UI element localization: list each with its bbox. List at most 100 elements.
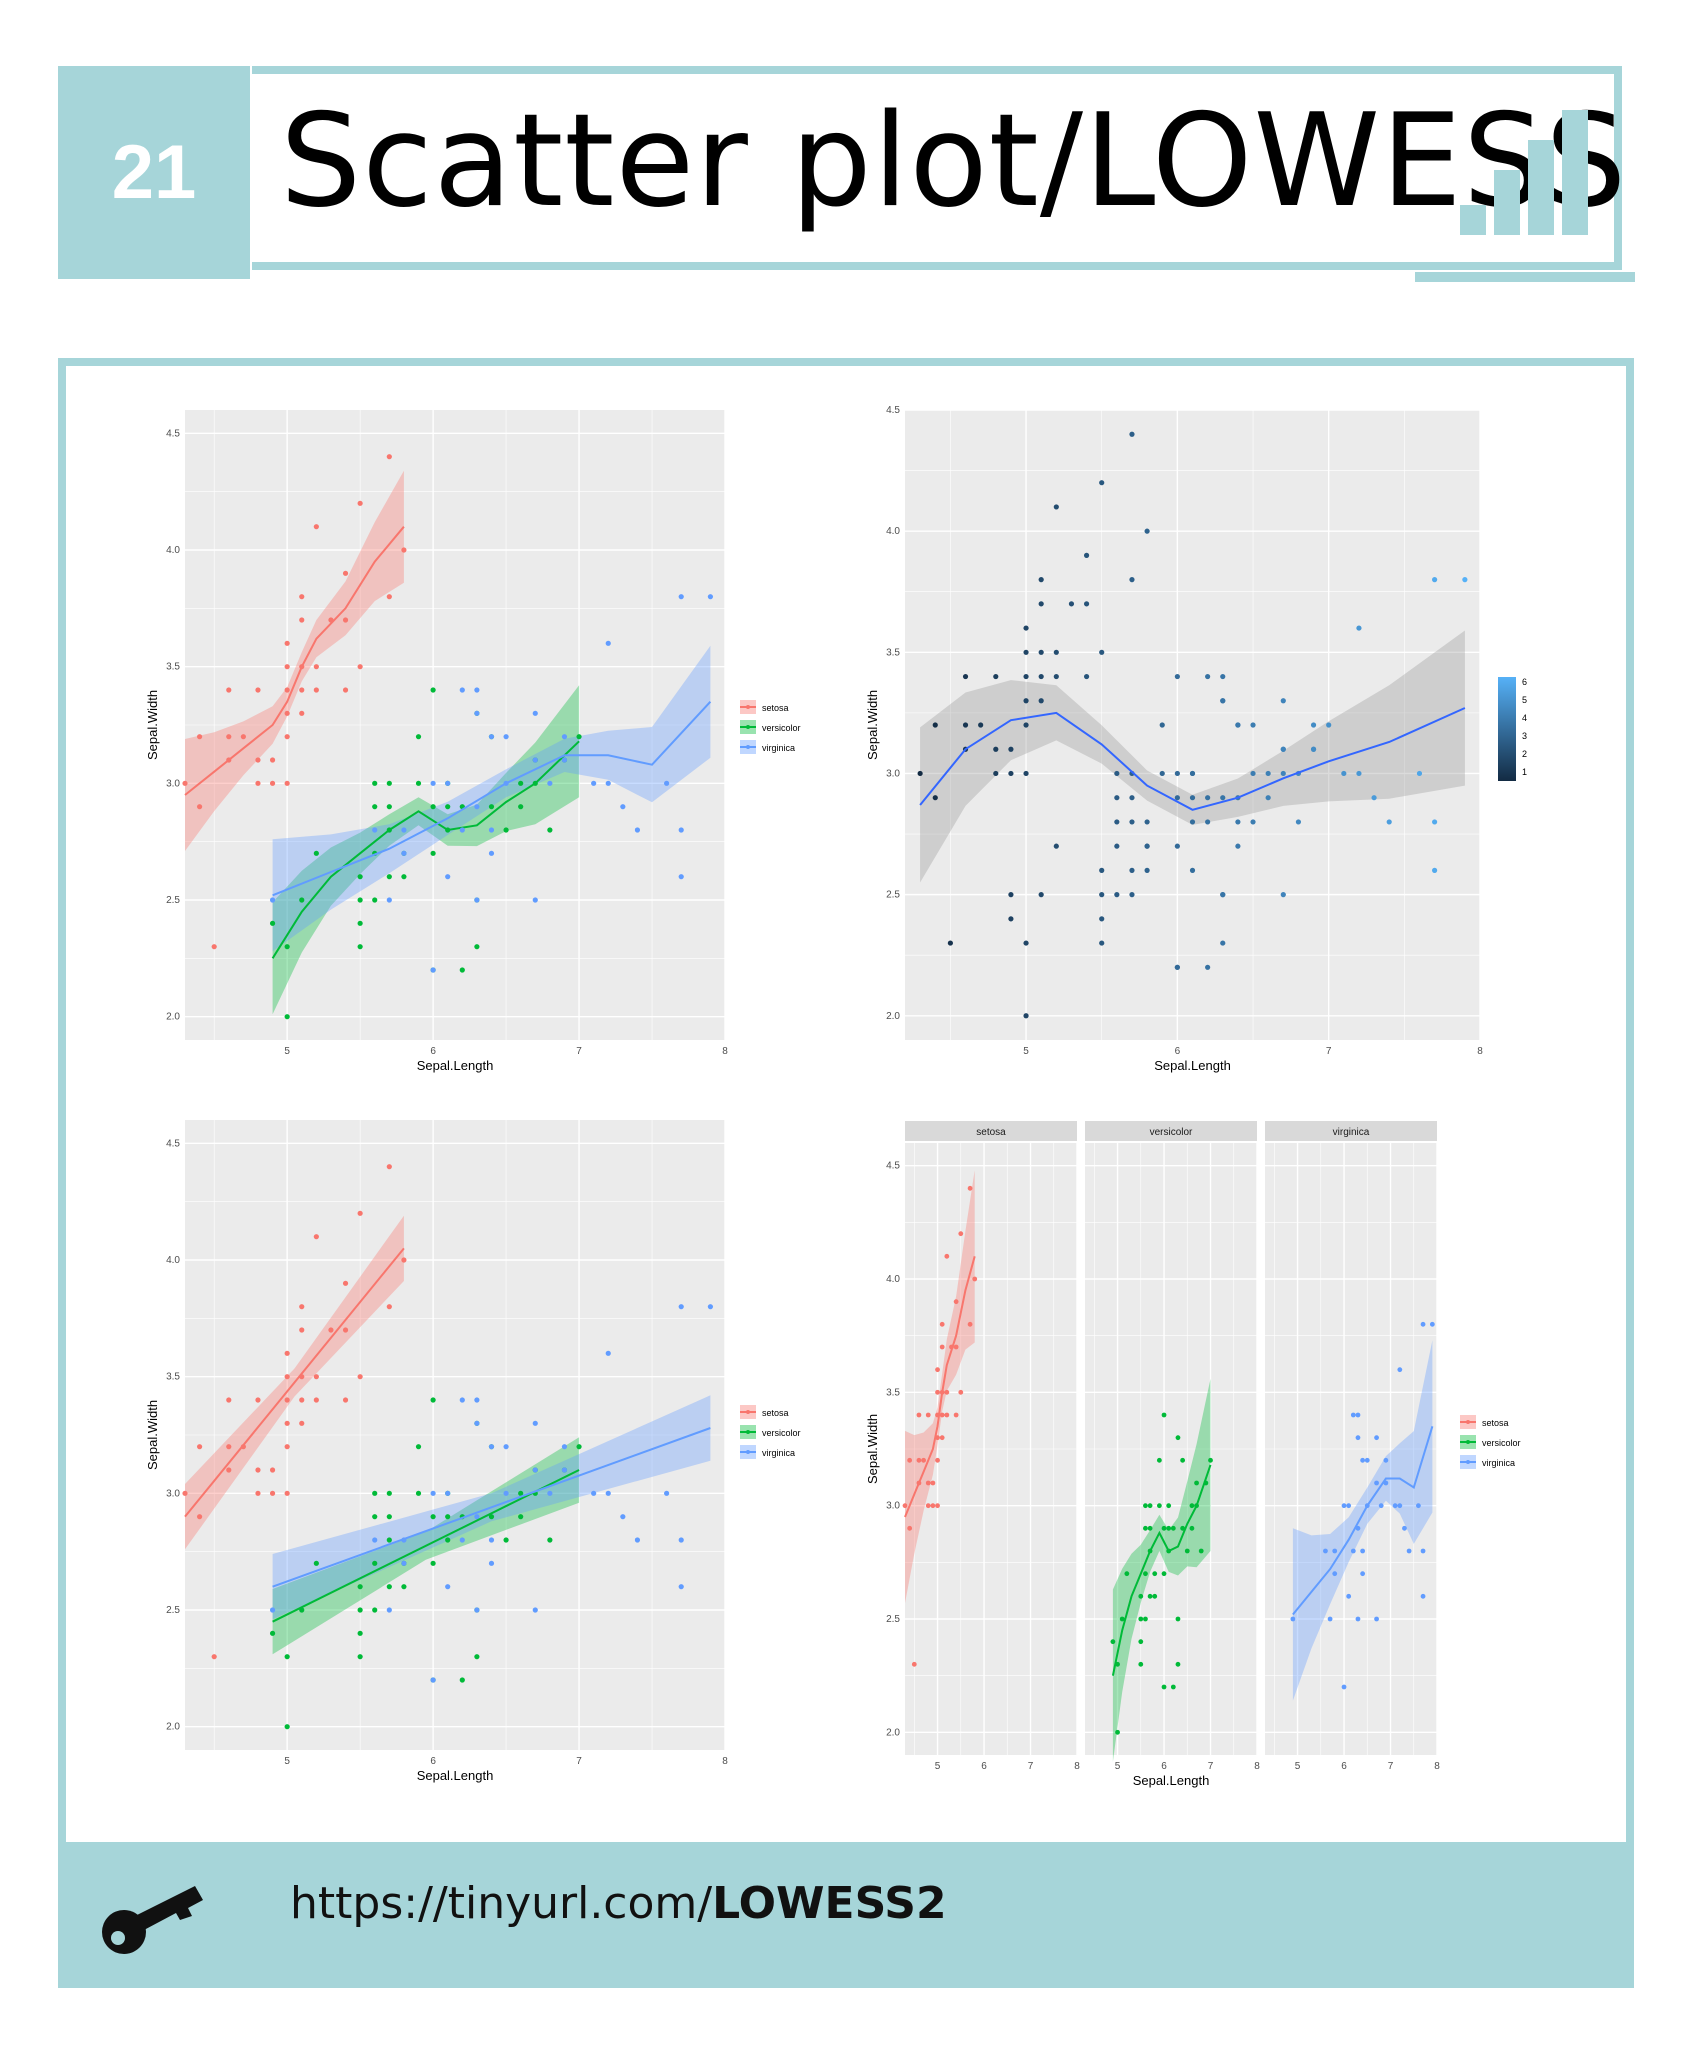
data-point-versicolor [357, 874, 363, 880]
data-point-versicolor [269, 920, 276, 926]
colorbar-tick-label: 3 [1522, 731, 1527, 741]
facet-strip-virginica [1265, 1121, 1437, 1141]
data-point-setosa [401, 547, 407, 553]
x-tick-label: 6 [430, 1756, 436, 1767]
data-point-virginica [474, 1397, 480, 1403]
plot-background [905, 410, 1480, 1040]
data-point-virginica [561, 1444, 568, 1450]
smooth-line-virginica [1292, 1426, 1434, 1616]
data-point-virginica [707, 594, 714, 600]
data-point-virginica [1332, 1571, 1338, 1577]
data-point-virginica [532, 1420, 538, 1426]
y-tick-label: 2.0 [886, 1727, 900, 1738]
data-point-versicolor [372, 1514, 378, 1520]
data-point-setosa [907, 1525, 913, 1531]
data-point-virginica [1374, 1616, 1379, 1622]
data-point [1265, 770, 1271, 777]
data-point-setosa [935, 1389, 940, 1395]
y-tick-label: 2.5 [166, 1605, 180, 1616]
data-point [1023, 770, 1029, 777]
data-point [1356, 770, 1362, 777]
confidence-band-virginica [1292, 1340, 1433, 1701]
data-point-virginica [1374, 1480, 1379, 1486]
footer-link[interactable]: https://tinyurl.com/LOWESS2 [290, 1878, 947, 1929]
data-point-setosa [299, 1397, 305, 1403]
data-point-virginica [1383, 1457, 1389, 1463]
data-point-setosa [299, 617, 305, 623]
data-point-virginica [1420, 1548, 1426, 1554]
data-point [1038, 892, 1044, 898]
data-point-versicolor [1143, 1503, 1148, 1509]
data-point-virginica [532, 1467, 538, 1473]
data-point [1265, 795, 1271, 801]
data-point-virginica [1355, 1525, 1361, 1531]
smooth-line-setosa [184, 526, 405, 796]
y-tick-label: 3.5 [886, 1387, 900, 1398]
legend-label-setosa: setosa [762, 1408, 789, 1418]
data-point-setosa [284, 1374, 290, 1380]
data-point [1220, 698, 1226, 704]
legend-label-setosa: setosa [762, 703, 789, 713]
data-point-versicolor [284, 1014, 290, 1020]
data-point-versicolor [386, 1584, 392, 1590]
data-point-virginica [634, 827, 641, 833]
y-tick-label: 2.5 [886, 890, 900, 901]
data-point-versicolor [386, 1537, 392, 1543]
data-point-setosa [357, 664, 363, 670]
y-tick-label: 3.0 [886, 1501, 900, 1512]
data-point-virginica [445, 1490, 451, 1496]
fit-line-setosa [184, 1247, 405, 1518]
data-point-setosa [313, 664, 319, 670]
data-point-virginica [401, 850, 407, 856]
data-point-virginica [532, 897, 538, 903]
data-point [1295, 819, 1302, 825]
y-tick-label: 2.5 [886, 1614, 900, 1625]
data-point-virginica [1429, 1321, 1435, 1327]
data-point [1310, 722, 1317, 728]
confidence-band-versicolor [1112, 1378, 1211, 1762]
data-point-setosa [284, 780, 290, 786]
data-point-setosa [196, 804, 203, 810]
data-point-virginica [386, 1607, 392, 1613]
data-point-versicolor [474, 1654, 480, 1660]
data-point-virginica [372, 1537, 378, 1543]
x-axis-label: Sepal.Length [417, 1768, 494, 1783]
data-point-setosa [255, 1397, 261, 1403]
data-point-versicolor [1161, 1571, 1167, 1577]
title-underline [1415, 272, 1635, 282]
data-point [1189, 795, 1196, 801]
data-point-versicolor [1110, 1639, 1116, 1645]
data-point-setosa [226, 1444, 232, 1450]
smooth-line-versicolor [271, 740, 580, 959]
data-point-virginica [401, 827, 407, 833]
data-point-virginica [1392, 1503, 1398, 1509]
data-point-versicolor [1138, 1639, 1144, 1645]
y-tick-label: 4.5 [166, 428, 180, 439]
data-point [1023, 698, 1029, 704]
x-tick-label: 7 [576, 1756, 582, 1767]
data-point [1280, 770, 1286, 777]
y-tick-label: 3.0 [166, 778, 180, 789]
data-point-versicolor [1161, 1525, 1167, 1531]
smooth-line-virginica [272, 701, 712, 897]
data-point [1220, 892, 1226, 898]
data-point-versicolor [1180, 1457, 1186, 1463]
data-point [1068, 601, 1075, 607]
data-point-virginica [488, 827, 495, 833]
y-axis-label: Sepal.Width [865, 690, 880, 760]
footer-url-bold: LOWESS2 [712, 1878, 947, 1929]
data-point-versicolor [430, 687, 436, 693]
data-point-virginica [474, 1607, 480, 1613]
data-point-virginica [488, 1560, 495, 1566]
data-point [1341, 770, 1347, 777]
data-point-virginica [678, 1304, 684, 1310]
data-point [1205, 964, 1211, 970]
x-tick-label: 8 [722, 1756, 728, 1767]
legend-label-virginica: virginica [762, 1448, 795, 1458]
data-point-versicolor [386, 874, 392, 880]
data-point-setosa [342, 1327, 349, 1333]
data-point-setosa [357, 1210, 363, 1216]
data-point-virginica [1323, 1548, 1328, 1554]
smooth-line-versicolor [1111, 1464, 1212, 1676]
data-point [1083, 552, 1090, 558]
